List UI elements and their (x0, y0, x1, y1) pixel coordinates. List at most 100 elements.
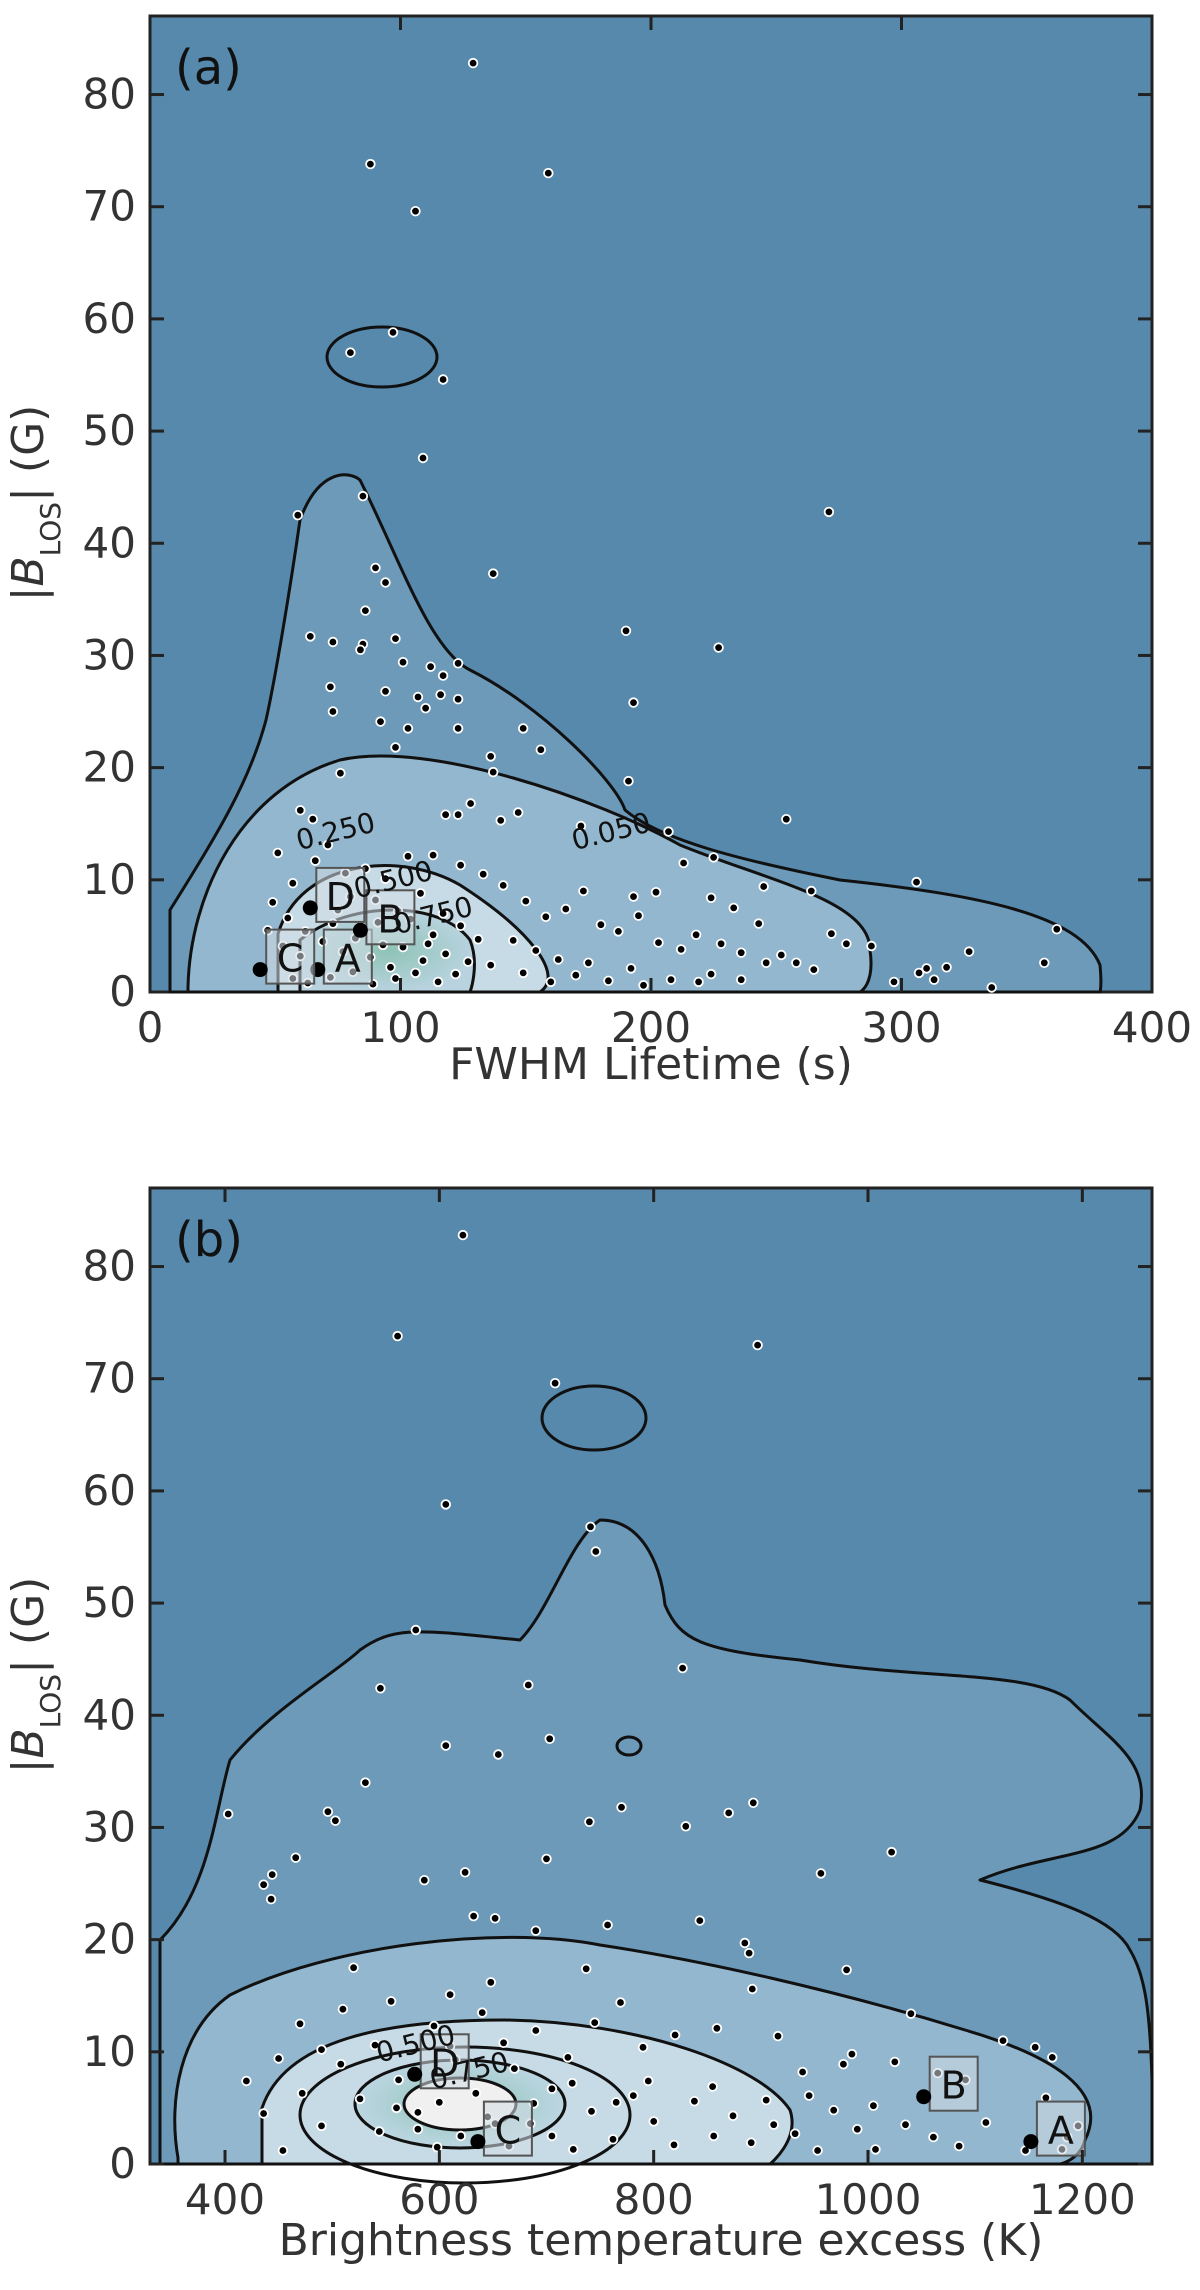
data-point-a-19 (390, 633, 401, 644)
y-tick-label-b-5: 50 (83, 1578, 136, 1627)
data-point-a-11 (488, 568, 499, 579)
data-point-b-29 (541, 1853, 552, 1865)
data-point-b-76 (567, 2077, 578, 2089)
data-point-b-66 (768, 2119, 779, 2130)
highlighted-points-b: A B CD (407, 2033, 1086, 2157)
data-point-a-108 (498, 880, 509, 891)
data-point-a-15 (620, 625, 632, 637)
data-point-b-85 (393, 2074, 404, 2086)
data-point-a-40 (485, 751, 496, 762)
contour-island-a (325, 325, 439, 389)
data-point-a-71 (928, 974, 940, 985)
data-point-a-76 (578, 885, 589, 897)
data-point-a-31 (420, 703, 431, 714)
data-point-b-24 (680, 1821, 692, 1832)
data-point-a-48 (465, 798, 476, 809)
data-point-a-91 (665, 974, 677, 985)
x-tick-label-b-1: 600 (399, 2175, 479, 2224)
data-point-b-58 (953, 2140, 965, 2152)
data-point-a-10 (357, 490, 369, 502)
data-point-a-101 (603, 975, 614, 987)
y-tick-label-a-6: 60 (83, 294, 136, 343)
data-point-b-70 (689, 2095, 700, 2107)
data-point-a-47 (781, 814, 792, 825)
data-point-b-61 (870, 2144, 881, 2155)
data-point-a-46 (452, 809, 464, 820)
data-point-b-77 (546, 2130, 558, 2142)
data-point-b-33 (739, 1937, 751, 1949)
data-point-a-21 (355, 644, 366, 656)
data-point-a-89 (808, 964, 820, 975)
data-point-b-64 (812, 2145, 823, 2156)
highlight-point-b-d (407, 2066, 423, 2082)
highlight-label-a-b: B (377, 897, 403, 941)
data-point-b-73 (628, 2090, 639, 2101)
highlight-box-a-c (265, 928, 316, 985)
data-point-b-19 (440, 1740, 452, 1751)
data-point-a-111 (272, 847, 284, 859)
contour-island-b (540, 1384, 648, 1452)
data-point-b-109 (434, 2097, 445, 2108)
data-point-a-8 (823, 506, 835, 518)
y-tick-label-a-0: 0 (109, 967, 136, 1016)
data-point-a-86 (761, 957, 772, 969)
data-point-b-90 (297, 2088, 308, 2099)
highlighted-points-a: AB CD (252, 866, 416, 985)
data-point-a-124 (385, 962, 396, 973)
data-point-a-129 (440, 948, 451, 960)
data-point-b-41 (348, 1962, 359, 1973)
data-point-b-54 (997, 2035, 1009, 2046)
y-tick-label-b-1: 10 (83, 2027, 136, 2076)
scatter-points-a (262, 57, 1063, 993)
highlight-point-a-d (302, 900, 318, 916)
data-point-b-115 (546, 2083, 558, 2095)
data-point-a-27 (380, 686, 391, 697)
data-point-b-49 (797, 2066, 808, 2078)
data-point-a-99 (545, 976, 557, 988)
y-tick-label-a-1: 10 (83, 855, 136, 904)
data-point-a-4 (387, 327, 399, 338)
y-tick-label-a-3: 30 (83, 630, 136, 679)
x-tick-label-b-0: 400 (185, 2175, 265, 2224)
data-point-b-98 (477, 2007, 488, 2018)
y-tick-label-b-0: 0 (109, 2139, 136, 2188)
data-point-a-29 (435, 689, 446, 700)
data-point-a-59 (628, 891, 639, 902)
y-tick-label-b-8: 80 (83, 1242, 136, 1291)
data-point-b-81 (470, 2088, 482, 2099)
data-point-b-17 (265, 1893, 277, 1905)
data-point-b-89 (316, 2120, 327, 2132)
data-point-a-67 (1051, 924, 1063, 935)
data-point-a-95 (530, 945, 542, 956)
data-point-a-156 (422, 938, 434, 950)
data-point-a-22 (397, 657, 409, 668)
data-point-b-120 (761, 2094, 772, 2106)
x-tick-label-b-2: 800 (614, 2175, 694, 2224)
data-point-a-41 (335, 768, 346, 779)
data-point-a-84 (715, 938, 727, 950)
y-tick-label-b-2: 20 (83, 1915, 136, 1964)
data-point-b-116 (568, 2144, 579, 2155)
y-tick-label-a-5: 50 (83, 406, 136, 455)
x-tick-label-a-0: 0 (137, 1003, 164, 1052)
data-point-a-116 (282, 912, 294, 924)
data-point-b-68 (727, 2110, 739, 2122)
data-point-b-100 (589, 2017, 600, 2028)
highlight-label-a-a: A (335, 937, 361, 981)
y-tick-label-a-7: 70 (83, 182, 136, 231)
x-tick-label-a-1: 100 (360, 1003, 440, 1052)
data-point-a-104 (736, 974, 747, 985)
data-point-a-128 (427, 929, 439, 941)
data-point-a-1 (365, 158, 376, 170)
data-point-a-56 (758, 881, 769, 892)
data-point-b-95 (337, 2003, 349, 2015)
data-point-b-42 (444, 1989, 456, 2000)
data-point-a-35 (402, 723, 414, 734)
data-point-b-0 (457, 1229, 469, 1241)
density-contours-b (158, 1384, 1154, 2185)
data-point-a-43 (488, 766, 499, 778)
data-point-b-38 (468, 1910, 479, 1922)
data-point-b-93 (241, 2075, 252, 2087)
data-point-a-152 (415, 888, 426, 899)
